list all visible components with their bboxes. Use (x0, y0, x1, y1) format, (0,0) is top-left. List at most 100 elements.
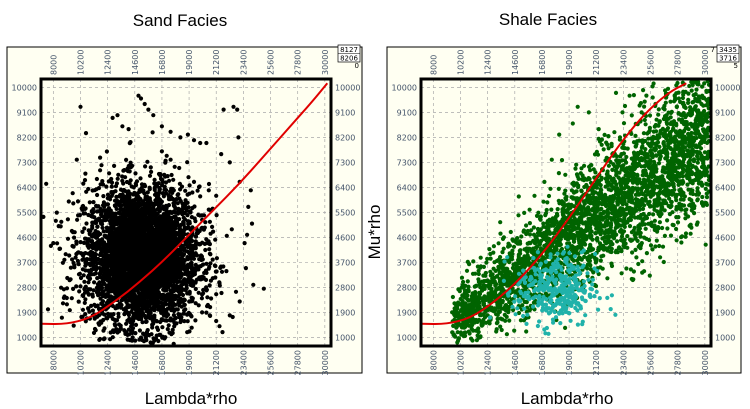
data-point (176, 192, 181, 197)
data-point (112, 261, 117, 266)
data-point (156, 222, 161, 227)
data-point (93, 328, 98, 333)
data-point (120, 174, 125, 179)
data-point (217, 281, 222, 286)
data-point (112, 213, 118, 218)
data-point (203, 220, 208, 225)
data-point (210, 224, 215, 229)
data-point (207, 242, 212, 247)
data-point (159, 308, 164, 313)
data-point (53, 218, 58, 223)
y-tick-label-left: 1900 (17, 309, 37, 318)
data-point (97, 336, 103, 342)
y-tick-label-left: 1000 (17, 334, 37, 343)
data-point (245, 232, 250, 237)
data-point (61, 295, 66, 300)
x-tick-label-bottom: 19000 (185, 350, 194, 375)
data-point (152, 271, 158, 276)
sand-facies-chart: 8000800010200102001240012400146001460016… (6, 44, 363, 408)
data-point (133, 299, 138, 304)
data-point (179, 283, 184, 288)
data-point (171, 203, 176, 208)
data-point (155, 301, 161, 306)
data-point (176, 312, 181, 317)
data-point (163, 180, 169, 185)
data-point (205, 304, 210, 309)
data-point (82, 287, 87, 292)
data-point (136, 197, 142, 202)
data-point (113, 184, 119, 189)
data-point (207, 283, 212, 288)
data-point (142, 264, 147, 270)
data-point (80, 314, 85, 319)
data-point (198, 275, 203, 280)
data-point (65, 236, 71, 241)
data-point (127, 276, 132, 281)
x-tick-label-top: 8000 (49, 55, 58, 75)
data-point (112, 218, 117, 224)
data-point (114, 292, 119, 297)
data-point (116, 311, 121, 316)
data-point (108, 286, 113, 291)
data-point (165, 174, 170, 179)
data-point (83, 297, 88, 302)
data-point (160, 325, 165, 330)
sand-x-axis-label: Lambda*rho (145, 389, 238, 408)
data-point (133, 322, 139, 327)
data-point (177, 227, 182, 232)
data-point (214, 318, 219, 324)
data-point (98, 155, 103, 160)
data-point (164, 205, 169, 210)
y-tick-label-left: 8200 (17, 133, 37, 142)
data-point (101, 289, 106, 294)
data-point (193, 219, 198, 224)
data-point (627, 224, 633, 229)
data-point (191, 179, 197, 184)
data-point (98, 168, 103, 173)
data-point (112, 322, 117, 327)
data-point (107, 171, 112, 176)
data-point (104, 149, 109, 154)
data-point (128, 320, 133, 325)
data-point (133, 338, 138, 343)
data-point (207, 247, 212, 252)
data-point (149, 332, 154, 337)
data-point (236, 135, 241, 140)
data-point (116, 255, 121, 260)
data-point (108, 312, 114, 317)
data-point (510, 237, 515, 242)
data-point (187, 237, 193, 243)
data-point (116, 210, 121, 215)
data-point (131, 248, 136, 253)
data-point (112, 163, 117, 168)
data-point (104, 257, 109, 262)
data-point (78, 275, 84, 281)
data-point (141, 199, 146, 205)
data-point (176, 300, 181, 305)
data-point (157, 283, 162, 288)
x-tick-label-top: 25600 (267, 50, 276, 75)
data-point (185, 213, 190, 218)
data-point (84, 221, 89, 226)
data-point (159, 149, 164, 154)
data-point (117, 203, 123, 208)
data-point (149, 169, 154, 174)
data-point (169, 172, 174, 178)
data-point (94, 176, 99, 182)
x-tick-label-bottom: 30000 (321, 350, 330, 375)
data-point (174, 321, 179, 326)
data-point (82, 226, 87, 231)
data-point (214, 256, 219, 261)
data-point (156, 241, 161, 246)
data-point (151, 113, 156, 118)
data-point (100, 225, 105, 230)
y-tick-label-left: 2800 (17, 284, 37, 293)
data-point (72, 265, 77, 270)
data-point (165, 276, 170, 281)
data-point (95, 192, 100, 198)
data-point (104, 202, 109, 207)
data-point (170, 190, 175, 195)
data-point (88, 253, 93, 258)
data-point (204, 270, 209, 275)
x-tick-label-top: 12400 (104, 50, 113, 75)
